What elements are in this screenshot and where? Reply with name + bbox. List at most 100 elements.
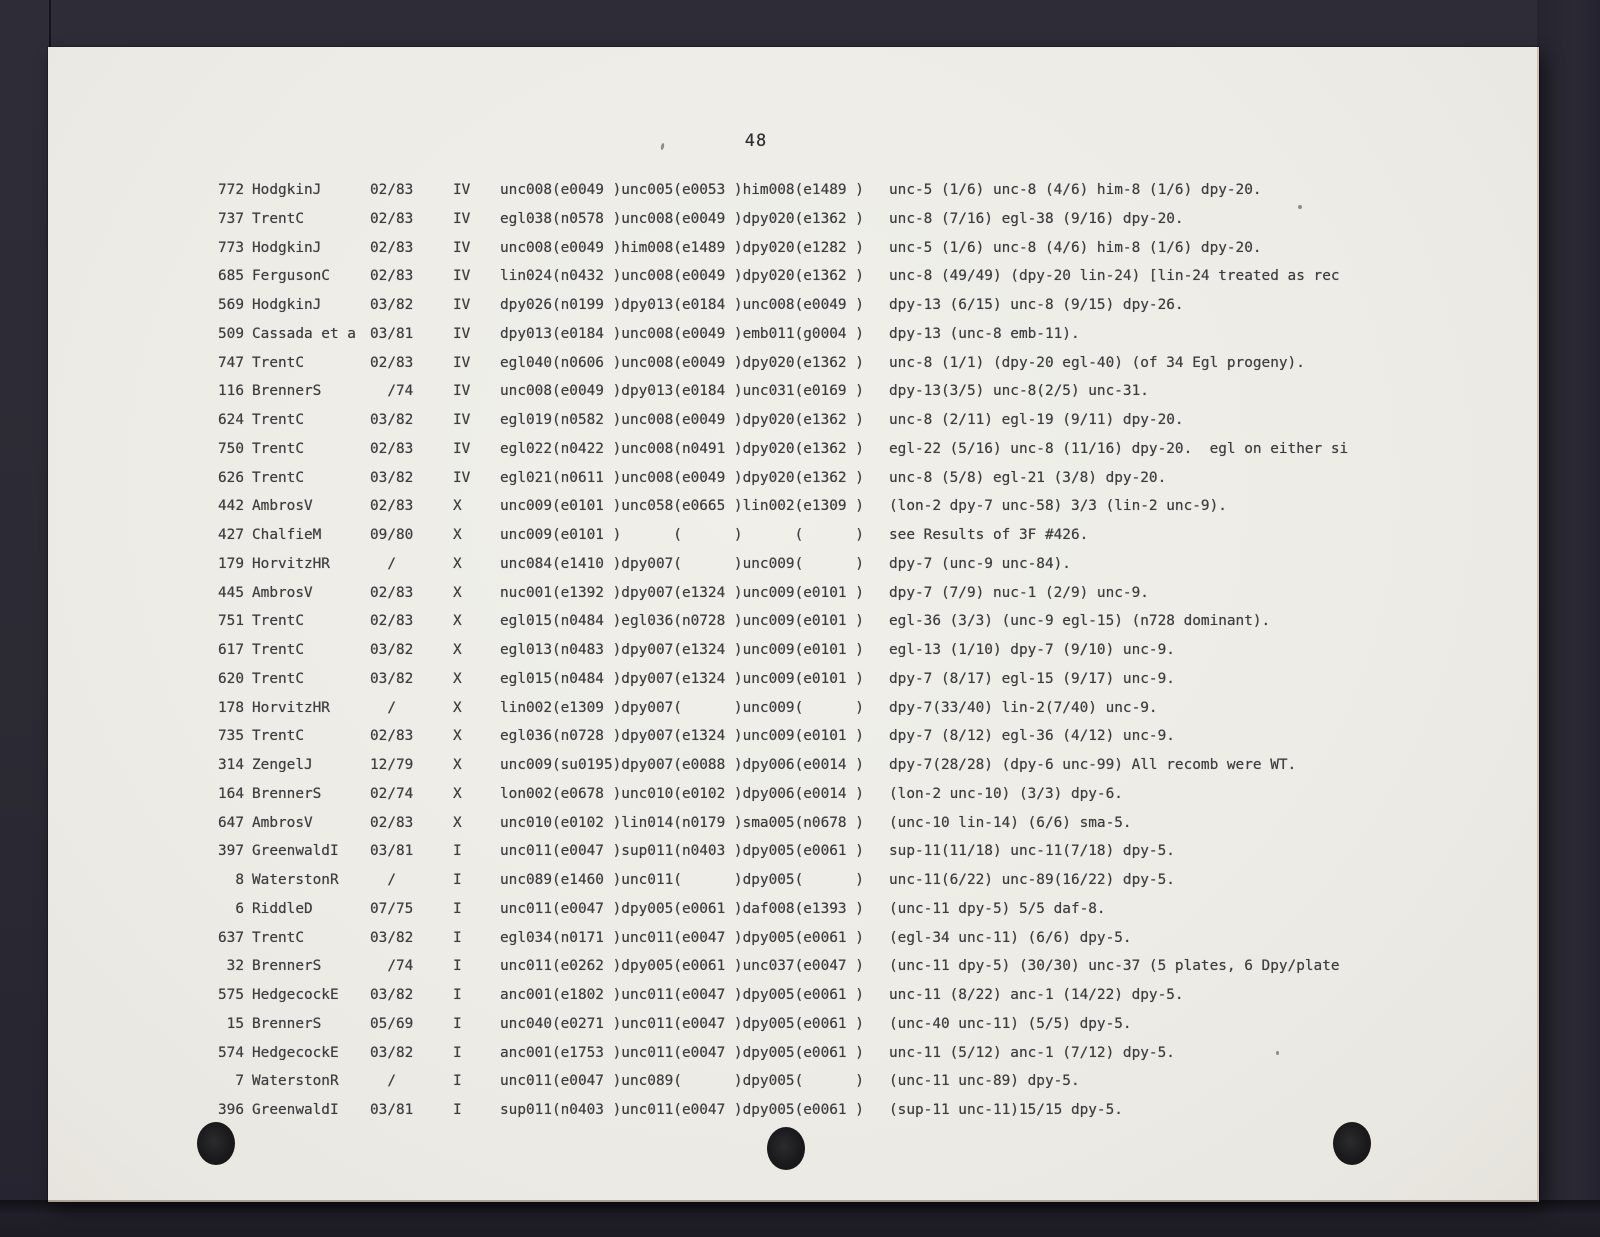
- cell-investigator: Cassada et a: [252, 325, 356, 342]
- cell-investigator: TrentC: [252, 440, 304, 457]
- table-row: 509 Cassada et a 03/81 IV dpy013(e0184 )…: [48, 325, 1537, 354]
- punch-dot-right: [1333, 1122, 1371, 1165]
- table-row: 626 TrentC 03/82 IV egl021(n0611 )unc008…: [48, 469, 1537, 498]
- cell-cross-id: 617: [218, 642, 244, 658]
- table-row: 569 HodgkinJ 03/82 IV dpy026(n0199 )dpy0…: [48, 296, 1537, 325]
- cell-cross-id: 314: [218, 757, 244, 773]
- cell-results: unc-11(6/22) unc-89(16/22) dpy-5.: [889, 872, 1175, 888]
- cell-results: egl-13 (1/10) dpy-7 (9/10) unc-9.: [889, 642, 1175, 658]
- cell-investigator: BrennerS: [252, 958, 322, 975]
- cell-investigator: RiddleD: [252, 900, 313, 917]
- cell-investigator: WaterstonR: [252, 1073, 339, 1090]
- cell-cross-id: 737: [218, 210, 244, 227]
- cell-investigator: GreenwaldI: [252, 843, 339, 860]
- table-row: 620 TrentC 03/82 X egl015(n0484 )dpy007(…: [48, 670, 1537, 699]
- table-row: 574 HedgecockE 03/82 I anc001(e1753 )unc…: [48, 1044, 1537, 1073]
- cell-chromosome: IV: [453, 354, 471, 371]
- cell-cross-id: 626: [218, 469, 244, 486]
- cell-genotype: egl034(n0171 )unc011(e0047 )dpy005(e0061…: [500, 929, 864, 946]
- cell-date: 02/83: [370, 613, 414, 630]
- cell-chromosome: IV: [453, 383, 471, 400]
- cell-date: 02/83: [370, 584, 414, 601]
- table-row: 7 WaterstonR / I unc011(e0047 )unc089( )…: [48, 1072, 1537, 1101]
- cell-cross-id: 747: [218, 354, 244, 371]
- cell-chromosome: I: [453, 843, 462, 860]
- cell-results: (lon-2 unc-10) (3/3) dpy-6.: [889, 785, 1123, 802]
- cell-investigator: HodgkinJ: [252, 297, 322, 313]
- cell-investigator: BrennerS: [252, 785, 322, 802]
- cell-date: 03/82: [370, 929, 414, 946]
- punch-dot-left: [197, 1122, 235, 1165]
- cell-investigator: HodgkinJ: [252, 239, 322, 256]
- cell-genotype: unc011(e0262 )dpy005(e0061 )unc037(e0047…: [500, 958, 864, 975]
- backdrop-right-band: [1537, 0, 1600, 1237]
- cell-date: 03/82: [370, 642, 414, 658]
- cell-date: 03/81: [370, 843, 414, 860]
- cell-date: 03/81: [370, 1102, 414, 1118]
- cell-cross-id: 396: [218, 1102, 244, 1118]
- cell-date: 02/83: [370, 210, 414, 227]
- cell-date: /: [370, 555, 396, 572]
- cell-chromosome: X: [453, 527, 462, 543]
- cell-chromosome: I: [453, 1102, 462, 1118]
- cell-cross-id: 15: [226, 1015, 244, 1032]
- cell-genotype: egl013(n0483 )dpy007(e1324 )unc009(e0101…: [500, 642, 864, 658]
- cell-investigator: AmbrosV: [252, 814, 313, 831]
- cell-chromosome: IV: [453, 182, 471, 198]
- table-row: 624 TrentC 03/82 IV egl019(n0582 )unc008…: [48, 411, 1537, 440]
- cell-results: unc-11 (8/22) anc-1 (14/22) dpy-5.: [889, 987, 1184, 1003]
- cell-cross-id: 397: [218, 843, 244, 860]
- cell-genotype: unc009(e0101 )unc058(e0665 )lin002(e1309…: [500, 498, 864, 515]
- cell-genotype: unc011(e0047 )unc089( )dpy005( ): [500, 1073, 864, 1090]
- cell-results: dpy-7 (unc-9 unc-84).: [889, 555, 1071, 572]
- cell-chromosome: X: [453, 642, 462, 658]
- cell-chromosome: I: [453, 1073, 462, 1090]
- cell-date: /74: [370, 383, 414, 400]
- cell-results: dpy-7(33/40) lin-2(7/40) unc-9.: [889, 699, 1158, 716]
- cell-cross-id: 178: [218, 699, 244, 716]
- cell-results: dpy-7 (7/9) nuc-1 (2/9) unc-9.: [889, 584, 1149, 601]
- table-row: 164 BrennerS 02/74 X lon002(e0678 )unc01…: [48, 785, 1537, 814]
- cell-chromosome: IV: [453, 268, 471, 285]
- cell-genotype: unc010(e0102 )lin014(n0179 )sma005(n0678…: [500, 814, 864, 831]
- cell-results: dpy-7 (8/17) egl-15 (9/17) unc-9.: [889, 670, 1175, 687]
- cell-genotype: egl019(n0582 )unc008(e0049 )dpy020(e1362…: [500, 412, 864, 428]
- cell-date: 12/79: [370, 757, 414, 773]
- cell-chromosome: I: [453, 929, 462, 946]
- cell-results: (lon-2 dpy-7 unc-58) 3/3 (lin-2 unc-9).: [889, 498, 1227, 515]
- cell-results: dpy-13 (6/15) unc-8 (9/15) dpy-26.: [889, 297, 1184, 313]
- cell-genotype: anc001(e1802 )unc011(e0047 )dpy005(e0061…: [500, 987, 864, 1003]
- cell-results: dpy-13(3/5) unc-8(2/5) unc-31.: [889, 383, 1149, 400]
- paper-speck: [1276, 1051, 1279, 1055]
- cell-results: dpy-7 (8/12) egl-36 (4/12) unc-9.: [889, 728, 1175, 745]
- cell-cross-id: 773: [218, 239, 244, 256]
- cell-genotype: egl038(n0578 )unc008(e0049 )dpy020(e1362…: [500, 210, 864, 227]
- page-number: 48: [744, 131, 768, 151]
- cell-chromosome: X: [453, 814, 462, 831]
- table-row: 445 AmbrosV 02/83 X nuc001(e1392 )dpy007…: [48, 584, 1537, 613]
- cell-chromosome: I: [453, 987, 462, 1003]
- backdrop-bottom-band: [0, 1200, 1600, 1237]
- cell-investigator: BrennerS: [252, 1015, 322, 1032]
- table-row: 637 TrentC 03/82 I egl034(n0171 )unc011(…: [48, 929, 1537, 958]
- cell-cross-id: 427: [218, 527, 244, 543]
- cell-investigator: HodgkinJ: [252, 182, 322, 198]
- cell-cross-id: 116: [218, 383, 244, 400]
- table-row: 442 AmbrosV 02/83 X unc009(e0101 )unc058…: [48, 497, 1537, 526]
- cell-cross-id: 32: [226, 958, 244, 975]
- cell-genotype: egl015(n0484 )dpy007(e1324 )unc009(e0101…: [500, 670, 864, 687]
- cell-results: unc-8 (2/11) egl-19 (9/11) dpy-20.: [889, 412, 1184, 428]
- cell-genotype: anc001(e1753 )unc011(e0047 )dpy005(e0061…: [500, 1044, 864, 1061]
- cell-genotype: dpy026(n0199 )dpy013(e0184 )unc008(e0049…: [500, 297, 864, 313]
- backdrop-seam-line: [49, 0, 51, 50]
- cell-date: 03/82: [370, 469, 414, 486]
- cell-results: (unc-10 lin-14) (6/6) sma-5.: [889, 814, 1132, 831]
- cell-genotype: egl040(n0606 )unc008(e0049 )dpy020(e1362…: [500, 354, 864, 371]
- cell-chromosome: I: [453, 958, 462, 975]
- cell-results: dpy-7(28/28) (dpy-6 unc-99) All recomb w…: [889, 757, 1297, 773]
- cell-cross-id: 442: [218, 498, 244, 515]
- cell-results: (unc-11 dpy-5) 5/5 daf-8.: [889, 900, 1106, 917]
- cell-genotype: nuc001(e1392 )dpy007(e1324 )unc009(e0101…: [500, 584, 864, 601]
- cell-investigator: AmbrosV: [252, 498, 313, 515]
